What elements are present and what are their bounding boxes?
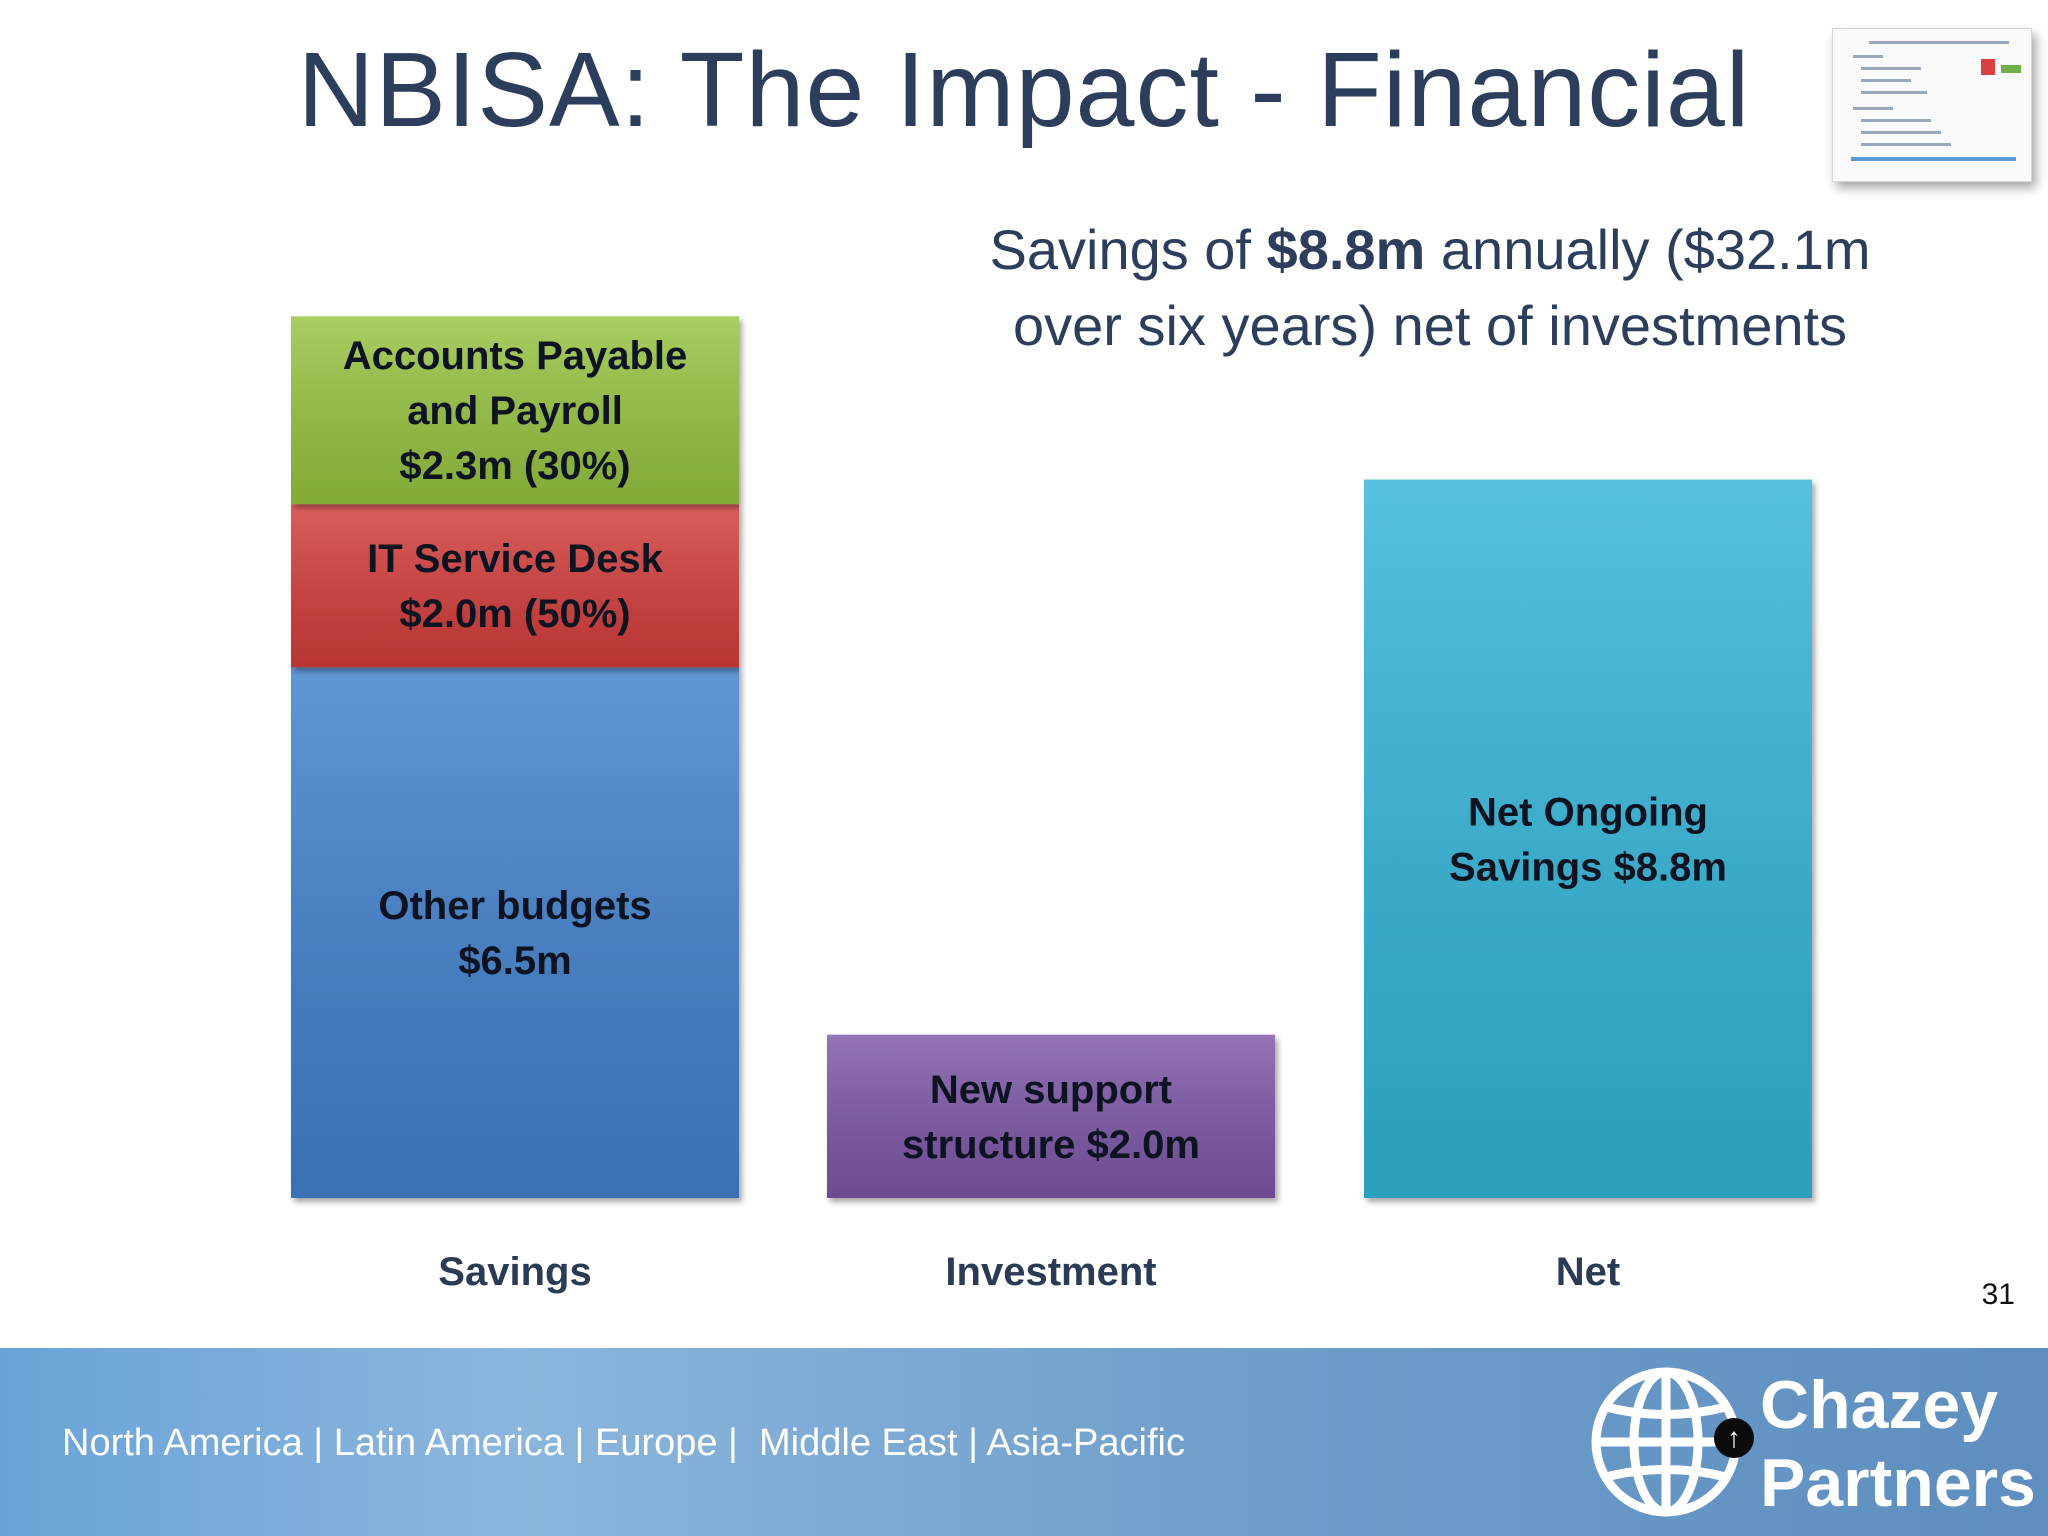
bar-shade-savings-other-budgets	[291, 667, 739, 1198]
bar-group: Other budgets $6.5m IT Service Desk $2.0m (…	[291, 316, 1812, 1199]
footer-regions: North America | Latin America | Europe |…	[62, 1422, 1185, 1464]
arrow-up-icon: ↑	[1714, 1418, 1754, 1458]
data-label-line: Other budgets	[378, 884, 651, 928]
stacked-bar-chart: Other budgets $6.5m IT Service Desk $2.0m (…	[291, 316, 1812, 1294]
logo-line-2: Partners	[1760, 1445, 2036, 1521]
logo-line-1: Chazey	[1760, 1367, 1999, 1443]
company-logo: Chazey Partners	[1760, 1366, 2036, 1522]
slide-title: NBISA: The Impact - Financial	[297, 31, 1751, 149]
category-labels: Savings Investment Net	[438, 1250, 1620, 1294]
data-label-line: $6.5m	[458, 939, 571, 983]
bar-shade-investment-investment	[827, 1034, 1275, 1198]
category-label-savings: Savings	[438, 1250, 591, 1294]
category-label-investment: Investment	[945, 1250, 1156, 1294]
category-label-net: Net	[1556, 1250, 1620, 1294]
subtitle-highlight: $8.8m	[1266, 218, 1426, 281]
subtitle-prefix: Savings of	[989, 218, 1267, 281]
data-label-line: Net Ongoing	[1468, 790, 1708, 834]
data-label-line: structure $2.0m	[902, 1123, 1200, 1167]
data-label-investment-investment: New support structure $2.0m	[902, 1068, 1200, 1167]
data-label-savings-accounts-payable: Accounts Payable and Payroll $2.3m (30%)	[343, 334, 688, 488]
bar-shade-net-net	[1364, 479, 1812, 1199]
subtitle-suffix: annually ($32.1m over six years) net of …	[1012, 218, 1871, 357]
slide-thumbnail	[1832, 28, 2032, 182]
data-label-savings-it-service-desk: IT Service Desk $2.0m (50%)	[367, 537, 663, 636]
data-label-line: and Payroll	[407, 389, 623, 433]
subtitle: Savings of $8.8m annually ($32.1m over s…	[960, 212, 1900, 364]
bar-shade-savings-accounts-payable	[291, 316, 739, 505]
data-label-line: New support	[930, 1068, 1172, 1112]
data-label-line: Savings $8.8m	[1449, 845, 1727, 889]
data-label-line: Accounts Payable	[343, 334, 688, 378]
bar-shade-savings-it-service-desk	[291, 504, 739, 668]
page-number: 31	[1981, 1278, 2015, 1311]
data-label-savings-other-budgets: Other budgets $6.5m	[378, 884, 651, 983]
data-label-net-net: Net Ongoing Savings $8.8m	[1449, 790, 1727, 889]
data-label-line: $2.3m (30%)	[399, 444, 630, 488]
data-label-line: IT Service Desk	[367, 537, 663, 581]
data-label-line: $2.0m (50%)	[399, 592, 630, 636]
